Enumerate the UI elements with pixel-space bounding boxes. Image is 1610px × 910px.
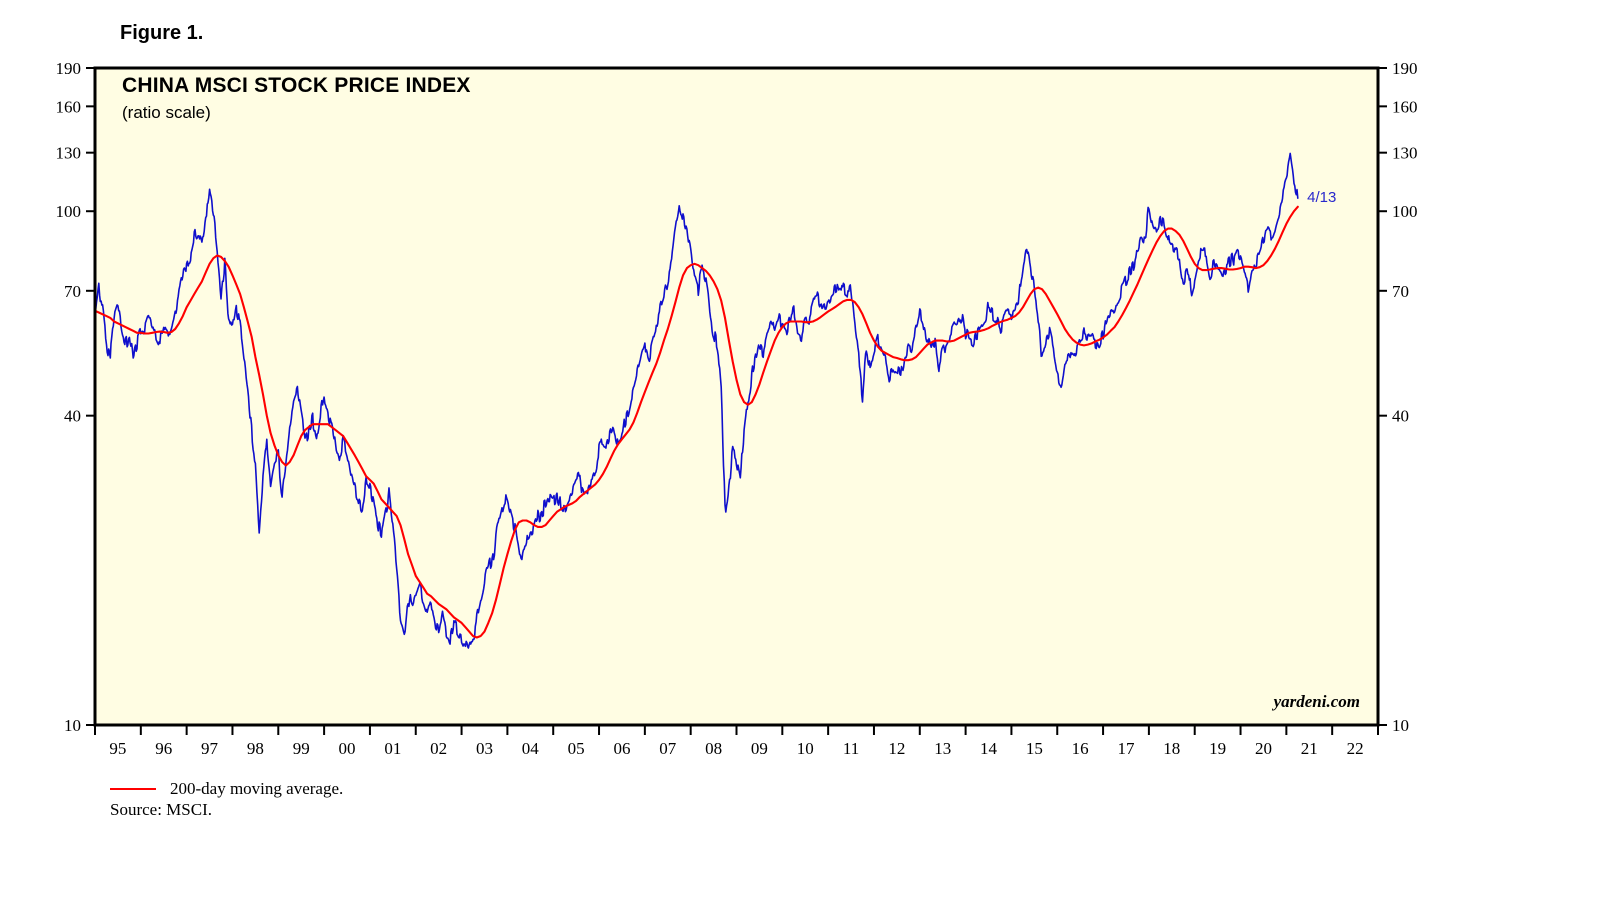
plot-background	[95, 68, 1378, 725]
x-tick-label: 14	[980, 739, 998, 758]
source-note: Source: MSCI.	[110, 800, 212, 819]
y-tick-label-left: 40	[64, 407, 81, 426]
y-tick-label-right: 190	[1392, 59, 1418, 78]
x-tick-label: 18	[1163, 739, 1180, 758]
ma-legend-label: 200-day moving average.	[170, 779, 344, 798]
chart-subtitle: (ratio scale)	[122, 103, 211, 122]
x-tick-label: 19	[1209, 739, 1226, 758]
y-tick-label-left: 100	[56, 202, 82, 221]
plot-frame	[93, 66, 1380, 727]
x-tick-label: 21	[1301, 739, 1318, 758]
x-tick-label: 07	[659, 739, 677, 758]
x-tick-label: 05	[568, 739, 585, 758]
x-tick-label: 97	[201, 739, 219, 758]
y-tick-label-left: 190	[56, 59, 82, 78]
y-tick-label-right: 70	[1392, 282, 1409, 301]
y-tick-label-right: 160	[1392, 97, 1418, 116]
x-tick-label: 03	[476, 739, 493, 758]
x-tick-label: 16	[1072, 739, 1089, 758]
price-line	[94, 152, 1299, 649]
x-tick-label: 09	[751, 739, 768, 758]
x-tick-label: 04	[522, 739, 540, 758]
x-tick-label: 99	[293, 739, 310, 758]
x-tick-label: 12	[888, 739, 905, 758]
figure-label: Figure 1.	[120, 22, 204, 44]
y-tick-label-left: 160	[56, 97, 82, 116]
watermark-yardeni: yardeni.com	[1273, 692, 1360, 711]
x-tick-label: 02	[430, 739, 447, 758]
x-tick-label: 95	[109, 739, 126, 758]
y-tick-label-left: 10	[64, 716, 81, 735]
x-tick-label: 01	[384, 739, 401, 758]
legend-row: 200-day moving average.	[110, 779, 343, 799]
y-tick-label-left: 130	[56, 144, 82, 163]
y-tick-label-right: 100	[1392, 202, 1418, 221]
x-tick-label: 10	[797, 739, 814, 758]
x-tick-label: 98	[247, 739, 264, 758]
y-tick-label-right: 40	[1392, 407, 1409, 426]
x-tick-label: 17	[1117, 739, 1135, 758]
y-tick-label-left: 70	[64, 282, 81, 301]
y-tick-label-right: 10	[1392, 716, 1409, 735]
chart-title: CHINA MSCI STOCK PRICE INDEX	[122, 74, 471, 97]
x-tick-label: 00	[339, 739, 356, 758]
x-tick-label: 11	[843, 739, 859, 758]
x-tick-label: 22	[1347, 739, 1364, 758]
x-tick-label: 20	[1255, 739, 1272, 758]
ma-line	[93, 205, 1299, 639]
x-tick-label: 15	[1026, 739, 1043, 758]
x-tick-label: 96	[155, 739, 172, 758]
x-tick-label: 06	[613, 739, 630, 758]
last-date-annotation: 4/13	[1307, 189, 1337, 207]
y-tick-label-right: 130	[1392, 144, 1418, 163]
x-tick-label: 08	[705, 739, 722, 758]
x-tick-label: 13	[934, 739, 951, 758]
ma-line-swatch-icon	[110, 788, 156, 790]
